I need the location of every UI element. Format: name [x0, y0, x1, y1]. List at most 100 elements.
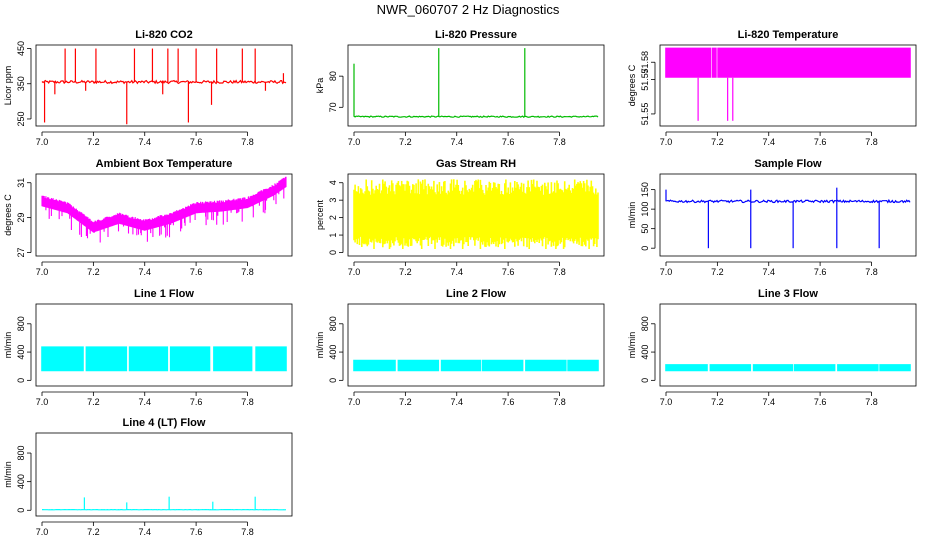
x-tick-label: 7.6	[814, 397, 827, 407]
y-tick-label: 51.58	[640, 51, 650, 74]
x-tick-label: 7.8	[241, 397, 254, 407]
y-axis-label: Licor ppm	[3, 66, 13, 106]
x-tick-label: 7.6	[190, 397, 203, 407]
x-tick-label: 7.6	[502, 397, 515, 407]
x-tick-label: 7.6	[502, 137, 515, 147]
x-tick-label: 7.0	[36, 397, 49, 407]
series-co2	[41, 79, 287, 85]
y-tick-label: 29	[16, 213, 26, 223]
x-tick-label: 7.8	[241, 527, 254, 537]
x-tick-label: 7.4	[450, 267, 463, 277]
x-tick-label: 7.2	[711, 137, 724, 147]
y-tick-label: 0	[16, 508, 26, 513]
x-tick-label: 7.8	[865, 267, 878, 277]
plot-frame	[347, 303, 605, 387]
panel-title: Gas Stream RH	[436, 158, 516, 170]
x-tick-label: 7.8	[241, 267, 254, 277]
x-tick-label: 7.2	[711, 267, 724, 277]
x-tick-label: 7.6	[814, 137, 827, 147]
x-tick-label: 7.2	[711, 397, 724, 407]
panel-10: Line 4 (LT) Flow 7.0 7.2 7.4 7.6 7.8 0 400 800ml…	[3, 417, 293, 537]
figure-title: NWR_060707 2 Hz Diagnostics	[377, 2, 560, 17]
y-axis-label: ml/min	[3, 332, 13, 359]
y-axis-label: percent	[315, 199, 325, 230]
x-tick-label: 7.2	[87, 267, 100, 277]
x-tick-label: 7.0	[660, 397, 673, 407]
y-tick-label: 4	[328, 180, 338, 185]
panel-4: Ambient Box Temperature 7.0 7.2 7.4 7.6 7.8 27…	[3, 158, 293, 277]
x-tick-label: 7.4	[138, 137, 151, 147]
series-line1	[41, 346, 287, 372]
y-tick-label: 3	[328, 198, 338, 203]
x-tick-label: 7.4	[450, 137, 463, 147]
y-tick-label: 1	[328, 233, 338, 238]
x-tick-label: 7.8	[553, 137, 566, 147]
y-axis-label: ml/min	[627, 202, 637, 229]
y-tick-label: 0	[328, 378, 338, 383]
x-tick-label: 7.0	[36, 267, 49, 277]
x-tick-label: 7.0	[348, 397, 361, 407]
panel-title: Line 2 Flow	[446, 288, 506, 300]
panel-title: Li-820 Temperature	[738, 29, 839, 41]
y-tick-label: 0	[328, 250, 338, 255]
x-tick-label: 7.4	[762, 397, 775, 407]
y-axis-label: kPa	[315, 78, 325, 94]
y-tick-label: 800	[16, 316, 26, 331]
x-tick-label: 7.8	[553, 397, 566, 407]
y-tick-label: 0	[640, 378, 650, 383]
y-tick-label: 400	[16, 345, 26, 360]
x-tick-label: 7.8	[865, 397, 878, 407]
y-tick-label: 800	[16, 446, 26, 461]
plot-frame	[35, 173, 293, 257]
x-tick-label: 7.8	[865, 137, 878, 147]
y-tick-label: 70	[328, 102, 338, 112]
x-tick-label: 7.8	[553, 267, 566, 277]
y-tick-label: 150	[640, 182, 650, 197]
y-axis-label: ml/min	[3, 461, 13, 488]
panel-title: Line 4 (LT) Flow	[123, 417, 206, 429]
x-tick-label: 7.2	[399, 267, 412, 277]
y-tick-label: 400	[328, 345, 338, 360]
plot-frame	[35, 432, 293, 517]
x-tick-label: 7.2	[87, 527, 100, 537]
panel-title: Line 1 Flow	[134, 288, 194, 300]
y-axis-label: degrees C	[3, 194, 13, 236]
series-temperature	[665, 47, 911, 78]
y-tick-label: 800	[328, 316, 338, 331]
panel-3: Li-820 Temperature 7.0 7.2 7.4 7.6 7.8 51.55 51…	[627, 29, 917, 147]
x-tick-label: 7.4	[138, 527, 151, 537]
series-rh	[353, 179, 599, 249]
x-tick-label: 7.8	[241, 137, 254, 147]
x-tick-label: 7.4	[450, 397, 463, 407]
y-tick-label: 350	[16, 76, 26, 91]
plot-frame	[347, 44, 605, 127]
series-pressure	[353, 115, 599, 118]
plot-frame	[35, 303, 293, 387]
x-tick-label: 7.0	[660, 267, 673, 277]
series-line2	[353, 359, 599, 372]
plot-frame	[659, 44, 917, 127]
x-tick-label: 7.0	[348, 267, 361, 277]
x-tick-label: 7.2	[87, 397, 100, 407]
y-tick-label: 400	[16, 474, 26, 489]
y-axis-label: ml/min	[627, 332, 637, 359]
plot-frame	[659, 303, 917, 387]
panel-5: Gas Stream RH 7.0 7.2 7.4 7.6 7.8 0 1 2 3 4 percent	[315, 158, 605, 277]
y-tick-label: 80	[328, 71, 338, 81]
y-tick-label: 2	[328, 215, 338, 220]
x-tick-label: 7.4	[762, 267, 775, 277]
y-tick-label: 27	[16, 248, 26, 258]
panel-title: Line 3 Flow	[758, 288, 818, 300]
y-tick-label: 50	[640, 224, 650, 234]
panel-1: Li-820 CO2 7.0 7.2 7.4 7.6 7.8 250 350 450Licor …	[3, 29, 293, 147]
y-tick-label: 0	[16, 378, 26, 383]
y-tick-label: 800	[640, 316, 650, 331]
panel-title: Li-820 Pressure	[435, 29, 517, 41]
y-tick-label: 100	[640, 202, 650, 217]
panel-title: Sample Flow	[754, 158, 822, 170]
panel-6: Sample Flow 7.0 7.2 7.4 7.6 7.8 0 50 100 150ml/mi…	[627, 158, 917, 277]
x-tick-label: 7.2	[399, 397, 412, 407]
